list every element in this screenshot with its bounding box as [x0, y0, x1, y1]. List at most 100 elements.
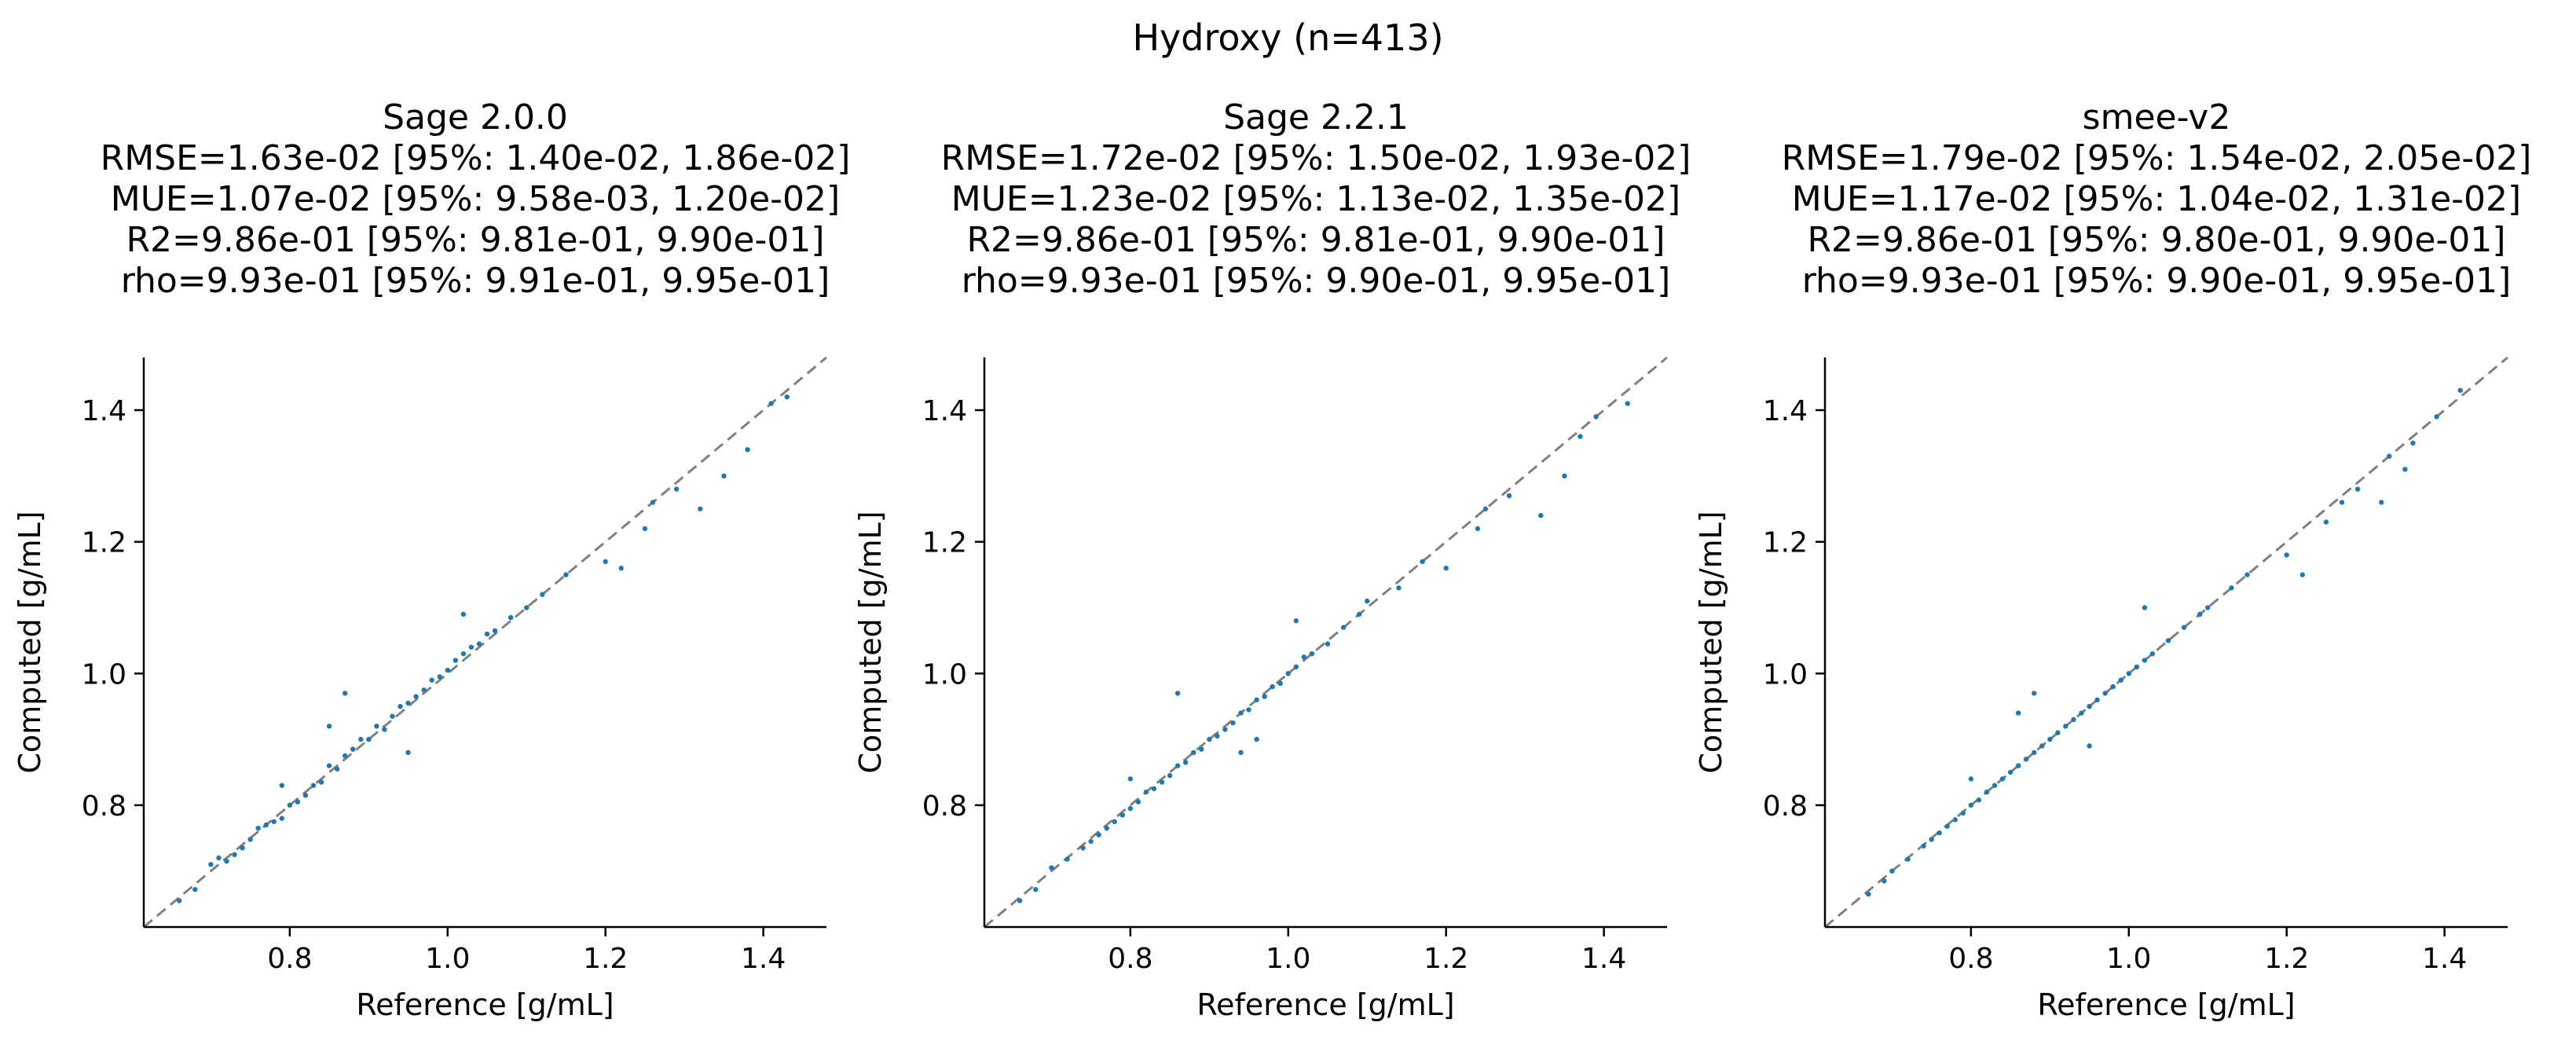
panel-3-axes: 0.8 1.0 1.2 1.4 0.8 1.0 1.2 1.4 Reference [g/mL]…: [1694, 356, 2508, 1022]
data-point: [445, 667, 450, 673]
panel-3-title-block: smee-v2 RMSE=1.79e-02 [95%: 1.54e-02, 2.…: [1748, 97, 2565, 302]
data-point: [2015, 710, 2021, 716]
panel-2-title: Sage 2.2.1: [1223, 97, 1409, 137]
data-point: [1017, 898, 1023, 903]
data-point: [1976, 797, 1982, 803]
panel-2-r2: R2=9.86e-01 [95%: 9.81e-01, 9.90e-01]: [966, 220, 1665, 260]
data-point: [650, 500, 656, 505]
data-point: [768, 401, 774, 406]
panel-2-rho: rho=9.93e-01 [95%: 9.90e-01, 9.95e-01]: [961, 261, 1671, 301]
data-point: [1905, 856, 1911, 862]
data-point: [2149, 650, 2156, 657]
data-point: [1952, 817, 1958, 823]
data-point: [382, 727, 387, 732]
x-tick-label: 1.2: [1424, 943, 1468, 975]
data-point: [563, 572, 569, 577]
data-point: [1562, 473, 1567, 479]
data-point: [1033, 887, 1039, 892]
data-point: [2244, 572, 2250, 577]
data-point: [1191, 749, 1196, 756]
identity-line: [1824, 356, 2508, 929]
data-point: [1151, 786, 1157, 792]
data-point: [2339, 500, 2345, 505]
data-point: [1506, 493, 1512, 499]
panel-1-rmse: RMSE=1.63e-02 [95%: 1.40e-02, 1.86e-02]: [100, 138, 851, 178]
data-points: [177, 394, 790, 903]
data-point: [1096, 832, 1101, 837]
y-tick-label: 1.2: [82, 527, 126, 559]
x-tick-label: 1.0: [425, 943, 470, 975]
data-point: [745, 447, 750, 453]
data-point: [524, 605, 529, 610]
data-point: [216, 855, 222, 861]
data-point: [2023, 757, 2029, 762]
data-point: [2379, 500, 2384, 505]
data-point: [1968, 802, 1974, 808]
data-point: [240, 845, 245, 851]
data-point: [1277, 680, 1283, 687]
data-point: [1475, 526, 1481, 532]
data-point: [1309, 650, 1315, 657]
data-point: [398, 704, 403, 709]
panel-3-title: smee-v2: [2082, 97, 2231, 137]
data-point: [287, 802, 293, 808]
data-point: [1238, 749, 1244, 756]
data-point: [192, 887, 198, 892]
data-point: [1960, 810, 1966, 816]
data-point: [1625, 401, 1630, 406]
data-point: [1866, 891, 1871, 897]
data-point: [1088, 838, 1094, 845]
data-point: [421, 687, 427, 693]
data-point: [642, 526, 648, 532]
data-point: [1882, 878, 1887, 884]
x-tick-label: 0.8: [1948, 943, 1993, 975]
panel-2-axes: 0.8 1.0 1.2 1.4 0.8 1.0 1.2 1.4 Reference [g/mL]…: [853, 356, 1668, 1022]
data-point: [1293, 664, 1299, 670]
data-point: [1230, 720, 1236, 726]
data-point: [334, 766, 340, 772]
data-point: [1482, 506, 1489, 511]
data-point: [1356, 611, 1362, 617]
panel-1-title-block: Sage 2.0.0 RMSE=1.63e-02 [95%: 1.40e-02,…: [67, 97, 884, 302]
panel-2-rmse: RMSE=1.72e-02 [95%: 1.50e-02, 1.93e-02]: [940, 138, 1691, 178]
data-point: [2434, 414, 2439, 420]
data-point: [2126, 671, 2131, 676]
data-point: [2032, 749, 2037, 756]
data-point: [1049, 865, 1054, 870]
data-point: [310, 782, 317, 788]
data-points: [1017, 401, 1630, 903]
x-axis-label: Reference [g/mL]: [1196, 988, 1454, 1022]
data-point: [1285, 671, 1291, 676]
data-point: [263, 822, 269, 828]
data-point: [2007, 769, 2014, 775]
data-point: [673, 486, 680, 492]
data-point: [2087, 704, 2092, 709]
data-point: [460, 650, 467, 657]
data-point: [1174, 691, 1181, 696]
data-point: [2063, 724, 2068, 729]
data-point: [453, 658, 459, 663]
y-tick-label: 0.8: [1763, 790, 1808, 823]
data-point: [224, 858, 229, 864]
data-point: [413, 694, 419, 699]
identity-line: [984, 356, 1668, 929]
data-point: [1889, 868, 1895, 874]
identity-line: [143, 356, 827, 929]
panel-1-axes: 0.8 1.0 1.2 1.4 0.8 1.0 1.2 1.4 Reference [g/mL]…: [13, 356, 827, 1022]
panel-2-mue: MUE=1.23e-02 [95%: 1.13e-02, 1.35e-02]: [951, 179, 1681, 219]
data-point: [468, 644, 475, 650]
data-point: [476, 641, 482, 647]
data-point: [492, 628, 498, 634]
data-point: [1396, 585, 1402, 591]
y-axis-label: Computed [g/mL]: [13, 511, 47, 773]
data-point: [342, 691, 348, 696]
y-tick-label: 0.8: [922, 790, 967, 823]
data-point: [2039, 743, 2045, 749]
data-point: [2165, 638, 2171, 643]
data-point: [1999, 776, 2006, 782]
data-point: [2457, 387, 2463, 394]
x-tick-label: 1.4: [2422, 943, 2467, 975]
panel-3-r2: R2=9.86e-01 [95%: 9.80e-01, 9.90e-01]: [1807, 220, 2506, 260]
x-tick-label: 1.2: [583, 943, 628, 975]
panel-3-rho: rho=9.93e-01 [95%: 9.90e-01, 9.95e-01]: [1801, 261, 2512, 301]
